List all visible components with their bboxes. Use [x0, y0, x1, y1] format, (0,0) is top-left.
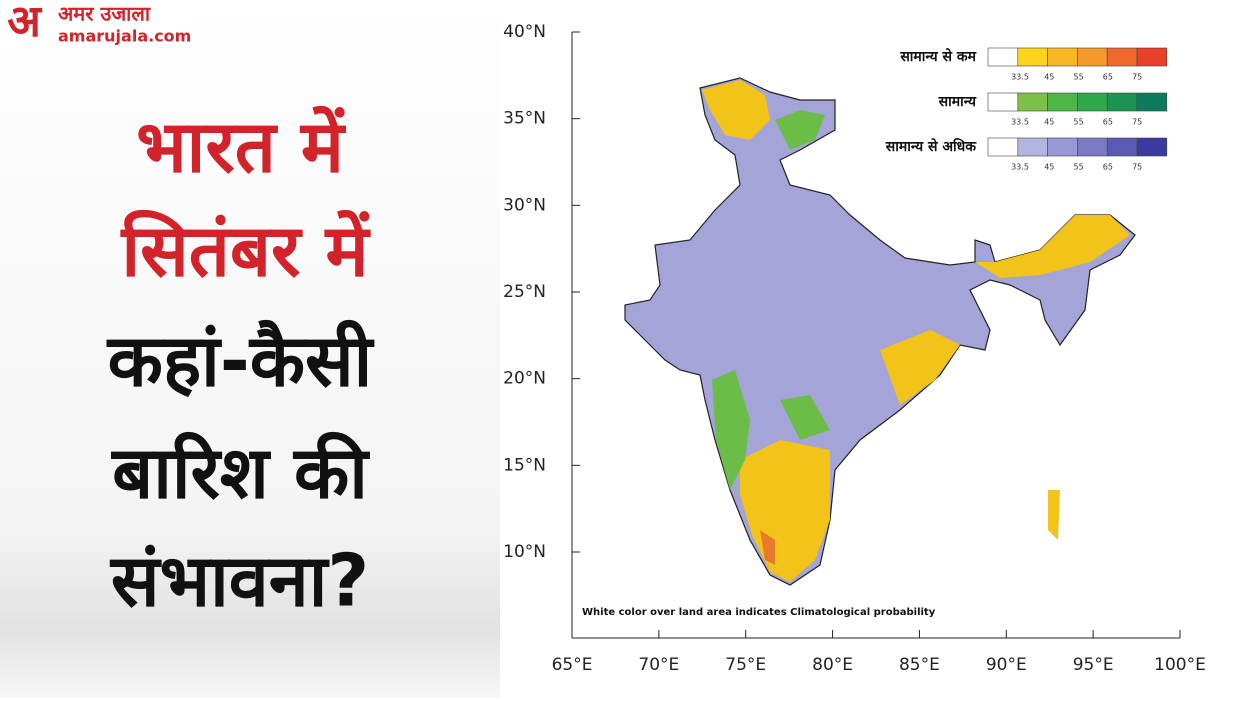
patch — [775, 110, 825, 150]
headline-line: सितंबर में — [119, 209, 371, 293]
x-tick-label: 80°E — [812, 655, 853, 675]
logo-box — [0, 0, 190, 48]
legend-tick-label: 55 — [1074, 118, 1084, 127]
y-tick-label: 10°N — [503, 542, 546, 562]
headline-line: बारिश की — [110, 431, 370, 515]
legend-tick-label: 75 — [1132, 118, 1142, 127]
x-tick-label: 95°E — [1073, 655, 1114, 675]
legend-tick-label: 75 — [1132, 163, 1142, 172]
patch — [880, 330, 960, 405]
legend-swatch — [1136, 92, 1168, 112]
headline-line: कहां-कैसी — [106, 319, 375, 403]
legend-label: सामान्य — [938, 94, 977, 110]
headline: भारत में सितंबर में कहां-कैसी बारिश की स… — [106, 105, 375, 623]
y-tick-label: 35°N — [503, 109, 546, 129]
patch — [740, 440, 830, 582]
legend-swatch — [1047, 137, 1078, 157]
logo-site: amarujala.com — [58, 27, 191, 46]
patch — [975, 215, 1130, 278]
legend-swatch — [1106, 137, 1138, 157]
legend-swatch — [1077, 92, 1108, 112]
legend-tick-label: 33.5 — [1011, 118, 1029, 127]
legend-swatch — [987, 137, 1019, 157]
legend-swatch — [1017, 137, 1048, 157]
legend-swatch — [1017, 47, 1048, 67]
headline-line: भारत में — [136, 105, 347, 189]
x-tick-label: 85°E — [899, 655, 940, 675]
x-tick-label: 100°E — [1154, 655, 1206, 675]
legend-tick-label: 45 — [1044, 73, 1054, 82]
y-tick-label: 40°N — [503, 22, 546, 42]
legend-label: सामान्य से अधिक — [885, 138, 977, 155]
legend-tick-label: 75 — [1132, 73, 1142, 82]
logo-name: अमर उजाला — [58, 2, 151, 26]
patch — [712, 370, 750, 490]
left-background — [0, 0, 500, 698]
legend-tick-label: 65 — [1103, 163, 1113, 172]
axes: 40°N 35°N 30°N 25°N 20°N 15°N 10°N 65°E 70°E 75°E… — [503, 22, 1206, 675]
legend-swatch — [1077, 137, 1108, 157]
x-tick-label: 65°E — [552, 655, 593, 675]
legend-tick-label: 55 — [1074, 73, 1084, 82]
legend-tick-label: 33.5 — [1011, 73, 1029, 82]
legend-swatch — [1077, 47, 1108, 67]
y-tick-label: 15°N — [503, 455, 546, 475]
legend-tick-label: 65 — [1103, 73, 1113, 82]
legend-tick-label: 45 — [1044, 163, 1054, 172]
legend-swatch — [1136, 47, 1168, 67]
patch — [1048, 490, 1060, 540]
legend-label: सामान्य से कम — [899, 48, 976, 65]
legend-swatch — [1047, 92, 1078, 112]
legend-swatch — [1106, 47, 1138, 67]
legend-tick-label: 33.5 — [1011, 163, 1029, 172]
patch — [702, 80, 770, 140]
x-tick-label: 70°E — [638, 655, 679, 675]
legend-tick-label: 45 — [1044, 118, 1054, 127]
x-tick-label: 90°E — [986, 655, 1027, 675]
logo-mark: अ — [7, 0, 42, 47]
legend-swatch — [1106, 92, 1138, 112]
y-tick-label: 25°N — [503, 282, 546, 302]
legend-tick-label: 65 — [1103, 118, 1113, 127]
legend-swatch — [987, 47, 1019, 67]
y-tick-label: 20°N — [503, 369, 546, 389]
y-tick-label: 30°N — [503, 195, 546, 215]
patch — [760, 530, 775, 565]
legend-swatch — [1047, 47, 1078, 67]
headline-line: संभावना? — [109, 539, 369, 623]
legend-swatch — [1017, 92, 1048, 112]
legend-tick-label: 55 — [1074, 163, 1084, 172]
legend-swatch — [1136, 137, 1168, 157]
legend-swatch — [987, 92, 1019, 112]
india-map — [624, 77, 1136, 586]
patch — [780, 395, 830, 440]
footnote: White color over land area indicates Cli… — [582, 607, 936, 618]
legend: सामान्य से कम 33.5 45 55 65 75 सामान्य 33.5 45 55… — [885, 47, 1168, 172]
x-tick-label: 75°E — [725, 655, 766, 675]
